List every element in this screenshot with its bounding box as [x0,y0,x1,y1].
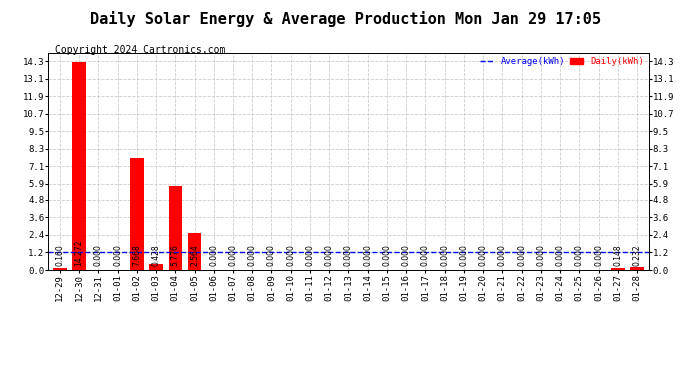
Text: 0.160: 0.160 [55,244,64,266]
Text: 0.000: 0.000 [594,244,603,266]
Text: 0.000: 0.000 [460,244,469,266]
Text: 0.000: 0.000 [286,244,295,266]
Text: 0.000: 0.000 [228,244,237,266]
Text: 0.000: 0.000 [94,244,103,266]
Bar [53,268,66,270]
Text: 0.000: 0.000 [248,244,257,266]
Text: 5.776: 5.776 [171,244,180,266]
Text: 0.000: 0.000 [421,244,430,266]
Bar [631,267,644,270]
Text: 0.000: 0.000 [344,244,353,266]
Text: 0.000: 0.000 [575,244,584,266]
Text: 0.000: 0.000 [517,244,526,266]
Text: 0.000: 0.000 [363,244,372,266]
Text: 0.000: 0.000 [325,244,334,266]
Bar [188,232,201,270]
Bar [168,186,182,270]
Text: 0.000: 0.000 [267,244,276,266]
Text: 0.000: 0.000 [440,244,449,266]
Bar [149,264,163,270]
Text: Copyright 2024 Cartronics.com: Copyright 2024 Cartronics.com [55,45,226,55]
Legend: Average(kWh), Daily(kWh): Average(kWh), Daily(kWh) [480,57,644,66]
Text: 0.000: 0.000 [209,244,218,266]
Text: 0.000: 0.000 [382,244,391,266]
Text: 0.000: 0.000 [402,244,411,266]
Text: 0.000: 0.000 [536,244,545,266]
Text: Daily Solar Energy & Average Production Mon Jan 29 17:05: Daily Solar Energy & Average Production … [90,11,600,27]
Text: 7.668: 7.668 [132,244,141,266]
Text: 0.428: 0.428 [152,244,161,266]
Text: 0.148: 0.148 [613,244,622,266]
Text: 0.232: 0.232 [633,244,642,266]
Bar [611,268,624,270]
Bar [72,62,86,270]
Text: 0.000: 0.000 [306,244,315,266]
Text: 0.000: 0.000 [555,244,564,266]
Text: 14.272: 14.272 [75,239,83,266]
Text: 0.000: 0.000 [113,244,122,266]
Bar [130,158,144,270]
Text: 0.000: 0.000 [479,244,488,266]
Text: 2.564: 2.564 [190,244,199,266]
Text: 0.000: 0.000 [498,244,507,266]
